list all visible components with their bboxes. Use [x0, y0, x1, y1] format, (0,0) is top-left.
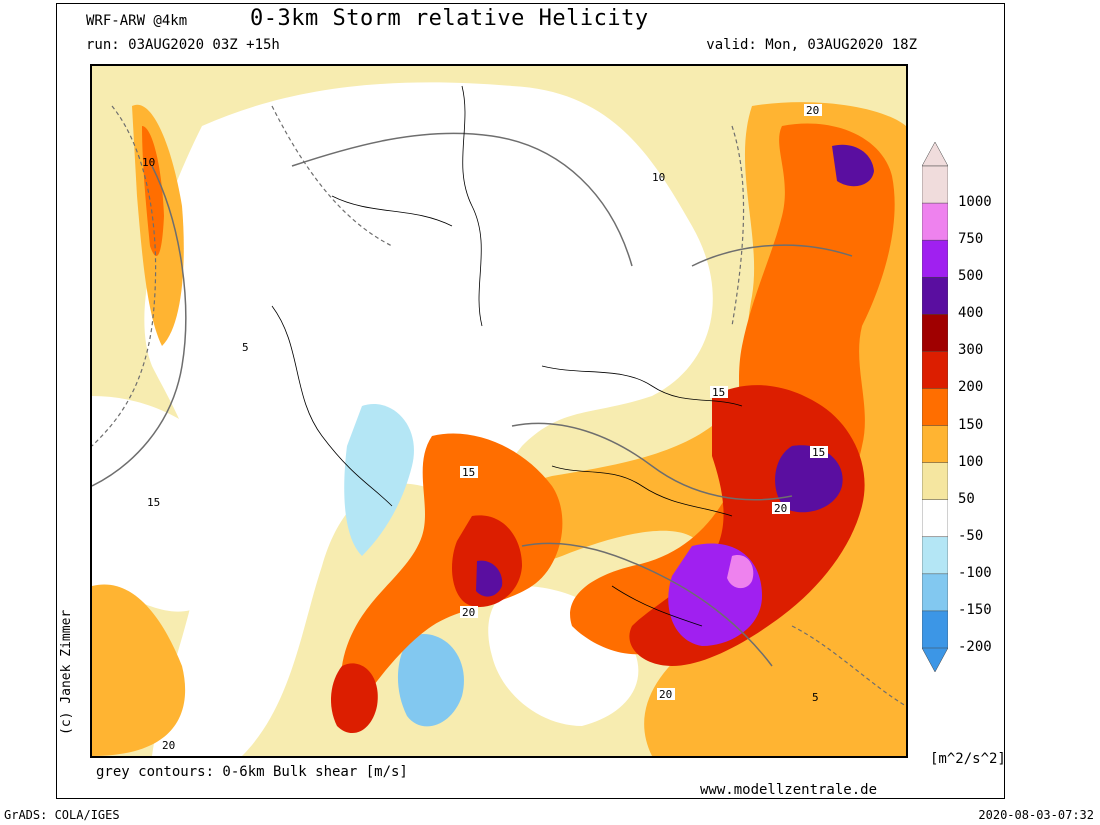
- helicity-core-alps: [452, 515, 522, 607]
- shear-contours-dashed: [92, 105, 906, 707]
- plot-frame: [56, 3, 1005, 799]
- colorbar-segment: [922, 351, 948, 390]
- colorbar-level-label: 1000: [958, 194, 992, 211]
- contour-label-5b: 5: [812, 691, 819, 704]
- copyright-credit: (c) Janek Zimmer: [59, 609, 74, 735]
- colorbar-segment: [922, 202, 948, 241]
- colorbar: [922, 142, 948, 672]
- contour-label-20a: 20: [806, 104, 819, 117]
- colorbar-level-label: -150: [958, 601, 992, 618]
- country-borders: [271, 85, 743, 627]
- helicity-region-alps: [341, 433, 563, 716]
- negative-region-france: [344, 404, 414, 556]
- contour-label-15c: 15: [462, 466, 475, 479]
- map-canvas: 20 15 15 20 15 20 20 10 10 5 5 15 20: [92, 66, 906, 756]
- colorbar-top-arrow: [922, 142, 948, 167]
- colorbar-level-label: 150: [958, 416, 984, 433]
- colorbar-segment: [922, 388, 948, 427]
- helicity-map: 20 15 15 20 15 20 20 10 10 5 5 15 20: [90, 64, 908, 758]
- software-credit: GrADS: COLA/IGES: [4, 808, 120, 822]
- contour-label-15b: 15: [812, 446, 825, 459]
- helicity-cell-mediterranean: [330, 663, 378, 734]
- shear-contours: [92, 132, 853, 667]
- contour-label-10b: 10: [652, 171, 665, 184]
- valid-label: valid: Mon, 03AUG2020 18Z: [706, 37, 917, 53]
- contour-label-10a: 10: [142, 156, 155, 169]
- colorbar-segment: [922, 462, 948, 501]
- helicity-max-alps: [476, 560, 503, 597]
- contour-label-20c: 20: [462, 606, 475, 619]
- contour-label-20e: 20: [162, 739, 175, 752]
- units-label: [m^2/s^2]: [930, 751, 1006, 767]
- contour-labels: 20 15 15 20 15 20 20 10 10 5 5 15 20: [142, 104, 828, 752]
- contour-label-20d: 20: [659, 688, 672, 701]
- colorbar-level-label: -50: [958, 527, 984, 544]
- helicity-peak-hungary: [727, 555, 754, 589]
- helicity-max-northeast: [832, 144, 874, 187]
- colorbar-segment: [922, 573, 948, 612]
- chart-title: 0-3km Storm relative Helicity: [250, 6, 649, 31]
- colorbar-level-label: -100: [958, 564, 992, 581]
- colorbar-segment: [922, 276, 948, 316]
- negative-region-mediterranean: [397, 634, 464, 727]
- contour-label-15a: 15: [712, 386, 725, 399]
- contour-label-5a: 5: [242, 341, 249, 354]
- colorbar-segment: [922, 536, 948, 575]
- colorbar-level-label: 750: [958, 231, 984, 248]
- website-link[interactable]: www.modellzentrale.de: [700, 782, 878, 798]
- scandinavia-core: [142, 126, 164, 256]
- iberia-band: [92, 584, 186, 756]
- colorbar-level-label: 400: [958, 305, 984, 322]
- contours-note: grey contours: 0-6km Bulk shear [m/s]: [96, 764, 408, 780]
- model-label: WRF-ARW @4km: [86, 13, 188, 29]
- run-label: run: 03AUG2020 03Z +15h: [86, 37, 280, 53]
- colorbar-segment: [922, 425, 948, 464]
- contour-label-15d: 15: [147, 496, 160, 509]
- colorbar-segment: [922, 165, 948, 204]
- colorbar-level-label: 50: [958, 490, 975, 507]
- colorbar-segment: [922, 314, 948, 353]
- contour-label-20b: 20: [774, 502, 787, 515]
- colorbar-level-label: 200: [958, 379, 984, 396]
- render-timestamp: 2020-08-03-07:32: [978, 808, 1094, 822]
- colorbar-segment: [922, 499, 948, 538]
- colorbar-level-label: 100: [958, 453, 984, 470]
- neutral-region-central: [144, 82, 713, 756]
- colorbar-segment: [922, 239, 948, 278]
- colorbar-level-label: 300: [958, 342, 984, 359]
- colorbar-level-label: -200: [958, 639, 992, 655]
- colorbar-segment: [922, 610, 948, 649]
- colorbar-bottom-arrow: [922, 647, 948, 672]
- helicity-max-poland: [775, 445, 843, 513]
- colorbar-level-label: 500: [958, 268, 984, 285]
- neutral-region-west: [92, 396, 250, 612]
